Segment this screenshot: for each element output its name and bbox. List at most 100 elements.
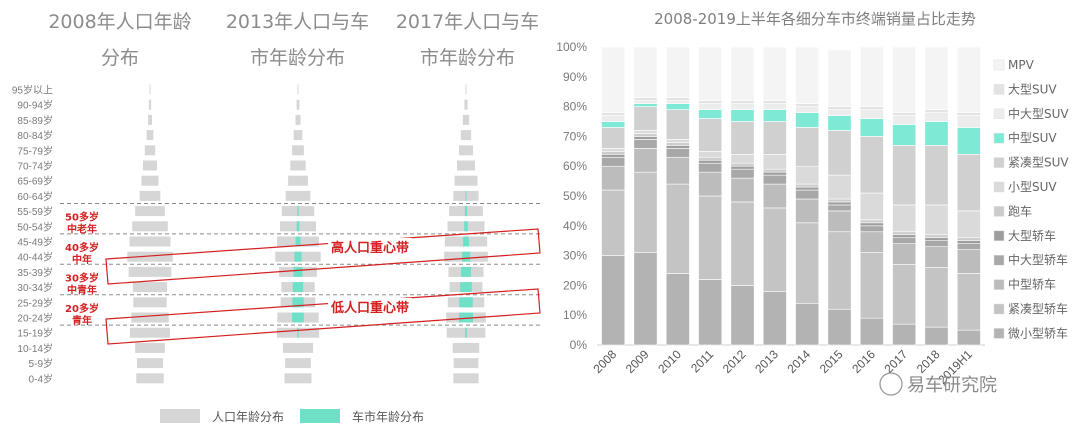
pyramid-2017-title: 2017年人口与车 市年龄分布 bbox=[395, 11, 540, 69]
stacked-segment bbox=[924, 204, 949, 236]
car-market-bar bbox=[295, 236, 301, 247]
low-center-band-label-bg bbox=[328, 298, 412, 317]
stacked-segment bbox=[859, 106, 884, 110]
stacked-segment bbox=[827, 49, 852, 107]
stacked-legend-label: 中大型轿车 bbox=[1008, 252, 1068, 267]
stacked-segment bbox=[892, 243, 917, 265]
stacked-segment bbox=[956, 153, 981, 212]
stacked-legend-label: 大型轿车 bbox=[1008, 228, 1056, 243]
stacked-segment bbox=[730, 46, 755, 101]
stacked-segment bbox=[633, 103, 658, 107]
stacked-legend-swatch bbox=[993, 108, 1005, 120]
stacked-segment bbox=[762, 168, 787, 173]
stacked-segment bbox=[762, 153, 787, 170]
stacked-segment bbox=[924, 109, 949, 113]
y-tick-label: 80% bbox=[563, 100, 587, 114]
pyramid-legend-swatch bbox=[300, 409, 340, 423]
stacked-segment bbox=[698, 162, 723, 173]
population-bar bbox=[288, 175, 308, 186]
stacked-segment bbox=[956, 273, 981, 331]
stacked-legend-swatch bbox=[993, 84, 1005, 95]
stacked-segment bbox=[827, 174, 852, 200]
y-tick-label: 10% bbox=[563, 308, 587, 322]
population-bar bbox=[459, 145, 473, 156]
stacked-legend-label: 紧凑型轿车 bbox=[1008, 301, 1068, 316]
population-bar bbox=[285, 358, 311, 369]
pyramid-2008-title: 2008年人口年龄 分布 bbox=[48, 11, 192, 69]
stacked-legend-label: MPV bbox=[1008, 58, 1035, 72]
age-tick-label: 30-34岁 bbox=[17, 281, 53, 294]
x-tick-label: 2014 bbox=[785, 347, 814, 376]
population-bar bbox=[129, 327, 171, 338]
stacked-segment bbox=[892, 112, 917, 116]
stacked-segment bbox=[892, 46, 917, 113]
stacked-legend-swatch bbox=[993, 303, 1005, 315]
stacked-segment bbox=[892, 323, 917, 346]
population-bar bbox=[132, 282, 168, 293]
stacked-legend-label: 跑车 bbox=[1008, 203, 1032, 218]
population-bar bbox=[282, 342, 314, 353]
stacked-segment bbox=[730, 177, 755, 203]
population-bar bbox=[462, 114, 470, 125]
stacked-segment bbox=[698, 46, 723, 101]
stacked-segment bbox=[827, 109, 852, 116]
x-tick-label: 2017 bbox=[882, 347, 911, 376]
car-market-bar bbox=[297, 327, 299, 338]
stacked-segment bbox=[956, 329, 981, 346]
age-tick-label: 15-19岁 bbox=[17, 327, 53, 340]
stacked-segment bbox=[795, 165, 820, 185]
stacked-segment bbox=[762, 46, 787, 101]
stacked-segment bbox=[762, 109, 787, 122]
stacked-segment bbox=[956, 237, 981, 242]
stacked-segment bbox=[892, 264, 917, 325]
population-bar bbox=[285, 190, 311, 201]
y-tick-label: 20% bbox=[563, 278, 587, 292]
age-tick-label: 55-59岁 bbox=[17, 205, 53, 218]
stacked-segment bbox=[924, 112, 949, 122]
stacked-segment bbox=[924, 267, 949, 328]
stacked-segment bbox=[601, 127, 626, 149]
stacked-legend-label: 紧凑型SUV bbox=[1008, 156, 1069, 170]
age-group-label-line1: 50多岁 bbox=[65, 211, 99, 224]
stacked-segment bbox=[795, 189, 820, 200]
stacked-segment bbox=[859, 225, 884, 233]
population-bar bbox=[133, 297, 167, 308]
population-bar bbox=[454, 175, 478, 186]
car-market-bar bbox=[292, 297, 304, 308]
age-group-label-line2: 中老年 bbox=[67, 223, 97, 236]
age-tick-label: 85-89岁 bbox=[17, 114, 53, 127]
stacked-segment bbox=[730, 285, 755, 346]
stacked-segment bbox=[924, 246, 949, 268]
stacked-segment bbox=[730, 103, 755, 110]
stacked-segment bbox=[601, 148, 626, 152]
stacked-segment bbox=[762, 100, 787, 104]
stacked-segment bbox=[601, 115, 626, 122]
stacked-segment bbox=[762, 174, 787, 185]
stacked-segment bbox=[956, 112, 981, 116]
high-center-band-label: 高人口重心带 bbox=[331, 240, 409, 256]
y-tick-label: 70% bbox=[563, 129, 587, 143]
y-tick-label: 0% bbox=[570, 338, 588, 352]
population-bar bbox=[296, 99, 300, 110]
population-bar bbox=[136, 358, 164, 369]
stacked-segment bbox=[795, 186, 820, 191]
age-group-label-line1: 40多岁 bbox=[65, 241, 99, 254]
stacked-segment bbox=[665, 97, 690, 101]
stacked-segment bbox=[601, 165, 626, 191]
stacked-legend-label: 微小型轿车 bbox=[1008, 325, 1068, 340]
stacked-segment bbox=[601, 112, 626, 116]
y-tick-label: 30% bbox=[563, 249, 587, 263]
stacked-segment bbox=[892, 124, 917, 146]
stacked-segment bbox=[795, 222, 820, 304]
population-bar bbox=[292, 145, 304, 156]
stacked-segment bbox=[892, 204, 917, 233]
age-group-label-line1: 30多岁 bbox=[65, 272, 99, 285]
stacked-segment bbox=[601, 121, 626, 128]
x-tick-label: 2015 bbox=[817, 347, 846, 376]
stacked-segment bbox=[665, 273, 690, 346]
stacked-segment bbox=[633, 139, 658, 149]
stacked-segment bbox=[956, 115, 981, 128]
age-tick-label: 65-69岁 bbox=[17, 175, 53, 188]
age-tick-label: 35-39岁 bbox=[17, 266, 53, 279]
stacked-segment bbox=[633, 136, 658, 140]
